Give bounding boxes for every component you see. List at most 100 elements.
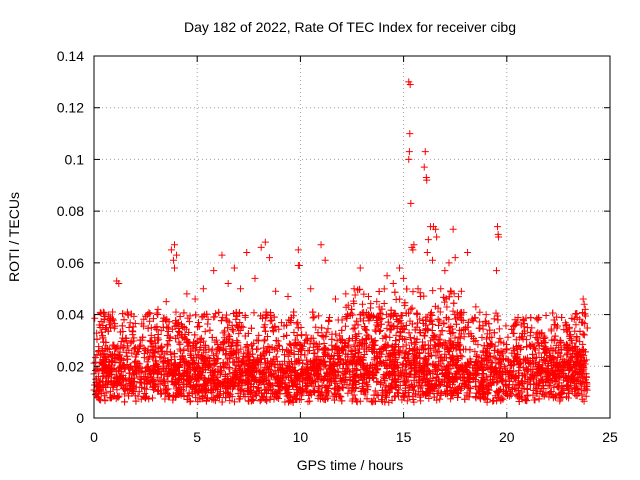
data-point <box>492 309 500 317</box>
data-point <box>290 308 298 316</box>
data-point <box>422 390 430 398</box>
data-point <box>175 327 183 335</box>
data-point <box>580 387 588 395</box>
data-point <box>502 390 510 398</box>
data-point <box>309 308 317 316</box>
data-point <box>527 360 535 368</box>
data-point <box>461 383 469 391</box>
data-point <box>544 369 552 377</box>
data-point <box>358 309 366 317</box>
data-point <box>157 353 165 361</box>
data-point <box>163 340 171 348</box>
data-point <box>409 386 417 394</box>
data-point <box>124 311 132 319</box>
data-point <box>360 290 368 298</box>
data-point <box>285 382 293 390</box>
data-point <box>554 353 562 361</box>
data-point <box>435 322 443 330</box>
data-point <box>332 372 340 380</box>
data-point <box>403 285 411 293</box>
data-point <box>352 371 360 379</box>
data-point <box>101 397 109 405</box>
data-point <box>376 310 384 318</box>
data-point <box>452 320 460 328</box>
data-point <box>492 354 500 362</box>
data-point <box>235 355 243 363</box>
data-point <box>576 327 584 335</box>
data-point <box>485 320 493 328</box>
data-point <box>445 293 453 301</box>
data-point <box>228 349 236 357</box>
data-point <box>116 374 124 382</box>
data-point <box>100 338 108 346</box>
data-point <box>432 367 440 375</box>
data-point <box>424 326 432 334</box>
data-point <box>248 388 256 396</box>
data-point <box>451 385 459 393</box>
data-point <box>547 388 555 396</box>
data-point <box>434 375 442 383</box>
data-point <box>366 313 374 321</box>
data-point <box>545 393 553 401</box>
data-point <box>119 310 127 318</box>
data-point <box>120 390 128 398</box>
data-point <box>551 377 559 385</box>
data-point <box>502 322 510 330</box>
data-point <box>332 330 340 338</box>
data-point <box>495 325 503 333</box>
data-point <box>359 340 367 348</box>
data-point <box>161 395 169 403</box>
data-point <box>533 368 541 376</box>
data-point <box>577 363 585 371</box>
data-point <box>324 394 332 402</box>
data-point <box>486 352 494 360</box>
data-point <box>203 378 211 386</box>
data-point <box>244 386 252 394</box>
data-point <box>312 378 320 386</box>
data-point <box>191 331 199 339</box>
data-point <box>500 339 508 347</box>
data-point <box>120 338 128 346</box>
data-point <box>351 324 359 332</box>
data-point <box>365 374 373 382</box>
data-point <box>367 300 375 308</box>
data-point <box>257 312 265 320</box>
data-point <box>187 352 195 360</box>
data-point <box>449 307 457 315</box>
data-point <box>165 393 173 401</box>
data-point <box>485 386 493 394</box>
data-point <box>527 328 535 336</box>
data-point <box>479 378 487 386</box>
data-point <box>502 346 510 354</box>
data-point <box>483 335 491 343</box>
data-point <box>406 360 414 368</box>
data-point <box>241 378 249 386</box>
data-point <box>388 376 396 384</box>
data-point <box>567 336 575 344</box>
data-point <box>117 342 125 350</box>
data-point <box>129 323 137 331</box>
data-point <box>121 365 129 373</box>
data-point <box>102 324 110 332</box>
data-point <box>469 364 477 372</box>
data-point <box>241 365 249 373</box>
data-point <box>321 357 329 365</box>
data-point <box>133 370 141 378</box>
data-point <box>373 353 381 361</box>
data-point <box>325 352 333 360</box>
data-point <box>550 361 558 369</box>
data-point <box>419 342 427 350</box>
data-point <box>386 356 394 364</box>
data-point <box>454 393 462 401</box>
data-point <box>98 332 106 340</box>
data-point <box>230 398 238 406</box>
data-point <box>518 393 526 401</box>
data-point <box>567 353 575 361</box>
data-point <box>368 373 376 381</box>
data-point <box>395 372 403 380</box>
data-point <box>314 345 322 353</box>
data-point <box>106 315 114 323</box>
data-point <box>114 367 122 375</box>
data-point <box>431 341 439 349</box>
data-point <box>298 331 306 339</box>
